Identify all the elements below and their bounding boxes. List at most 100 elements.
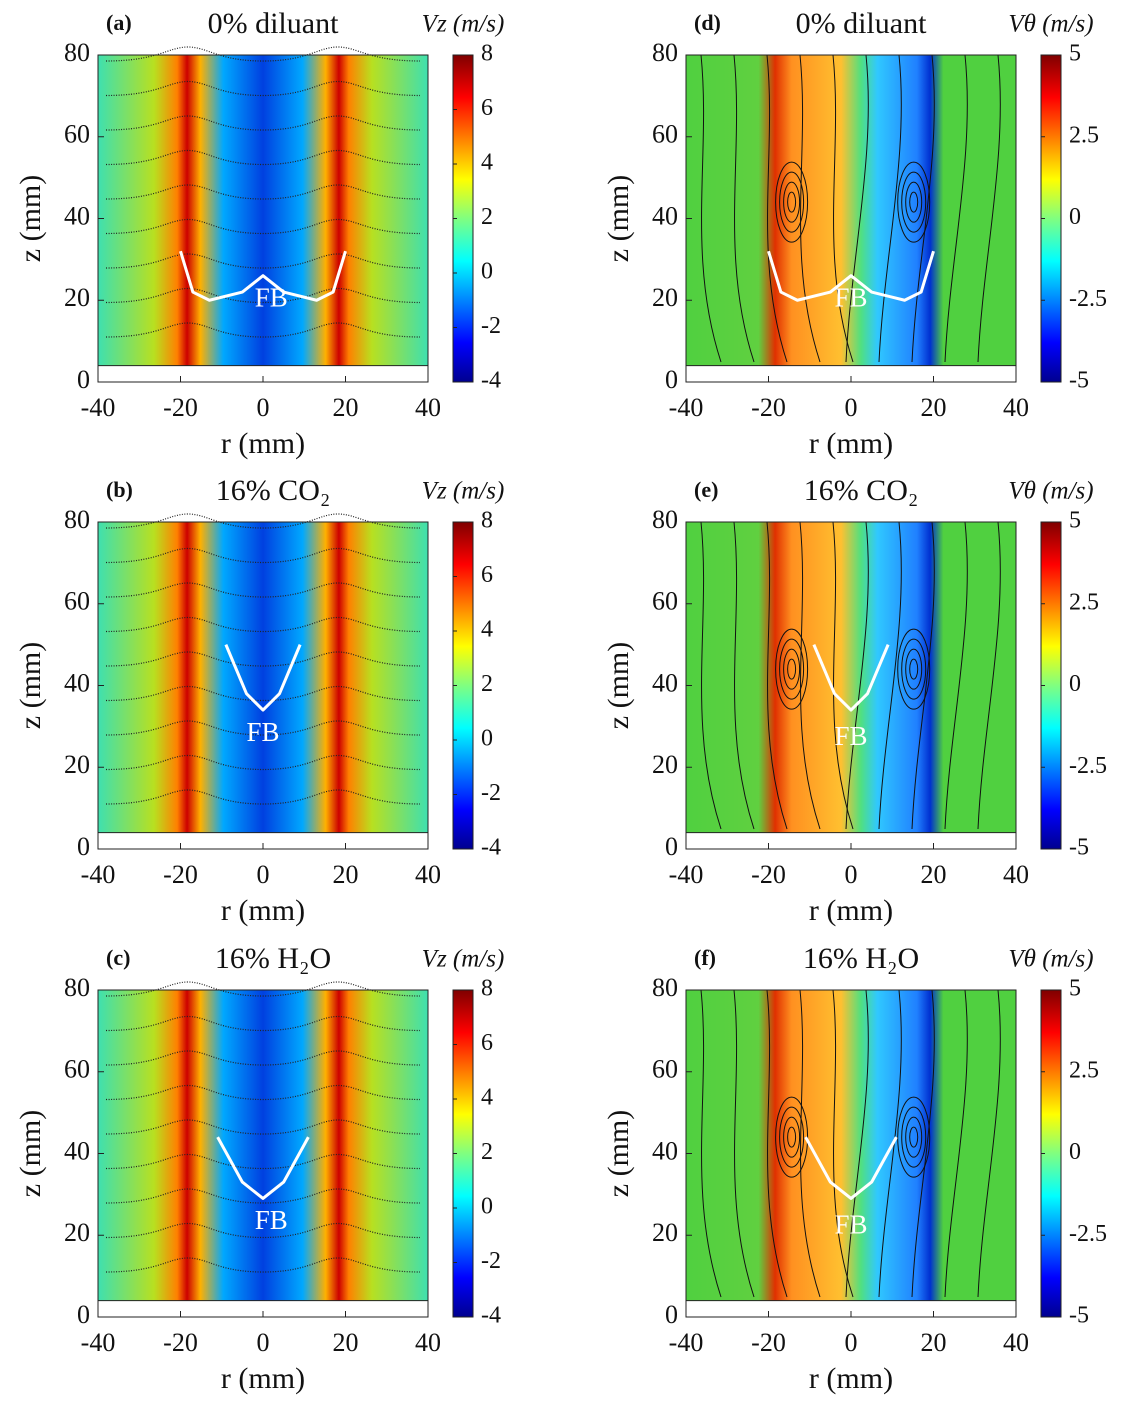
flame-curve (179, 250, 347, 302)
x-tick-label: 40 (415, 1328, 441, 1357)
flame-curve (224, 644, 302, 712)
panel-title: 0% diluant (208, 7, 339, 40)
colorbar-tick-label: -2.5 (1069, 1221, 1107, 1247)
colorbar-tick-label: 2 (481, 1139, 493, 1165)
field (98, 990, 428, 1317)
velocity-profile (105, 1015, 421, 1032)
vortex (905, 181, 923, 223)
field (98, 522, 428, 849)
streamline (766, 54, 788, 363)
colorbar-tick-label: -4 (481, 1303, 501, 1329)
streamline (977, 54, 1001, 363)
colorbar-tick-label: 8 (481, 976, 493, 1002)
colorbar-label: Vθ (m/s) (1008, 11, 1093, 38)
x-tick-label: -40 (669, 1328, 704, 1357)
colorbar-tick-label: 8 (481, 508, 493, 534)
y-tick-label: 80 (652, 973, 678, 1002)
x-tick-label: 0 (845, 393, 858, 422)
x-tick-label: 0 (257, 1328, 270, 1357)
x-tick-label: 20 (921, 1328, 947, 1357)
x-tick-label: 20 (921, 860, 947, 889)
x-tick-label: -40 (669, 860, 704, 889)
streamline (878, 521, 902, 830)
y-tick-label: 40 (64, 201, 90, 230)
streamline (733, 54, 755, 363)
x-tick-label: -40 (669, 393, 704, 422)
y-axis-label: z (mm) (602, 175, 635, 262)
x-tick-label: -40 (81, 860, 116, 889)
streamline (733, 989, 755, 1298)
colorbar-tick-label: 2.5 (1069, 1057, 1099, 1083)
y-axis-label: z (mm) (14, 175, 47, 262)
vortex (897, 628, 931, 710)
colorbar-tick-label: 0 (481, 259, 493, 285)
panel-label: (c) (106, 945, 130, 970)
annotation: FB (834, 721, 867, 751)
x-tick-label: 20 (921, 393, 947, 422)
x-tick-label: 40 (1003, 860, 1029, 889)
vortex (905, 1116, 923, 1158)
velocity-profile (105, 253, 421, 269)
y-tick-label: 0 (665, 1300, 678, 1329)
y-tick-label: 0 (665, 365, 678, 394)
streamline (845, 54, 869, 363)
colorbar-tick-label: 4 (481, 617, 493, 643)
y-tick-label: 60 (652, 1055, 678, 1084)
streamline (977, 521, 1001, 830)
x-tick-label: 20 (333, 1328, 359, 1357)
colorbar-tick-label: -5 (1069, 835, 1089, 861)
field (686, 522, 1016, 849)
vortex (787, 1126, 797, 1148)
x-tick-label: 0 (845, 860, 858, 889)
colorbar-tick-label: 6 (481, 562, 493, 588)
streamline (799, 989, 821, 1298)
y-axis-label: z (mm) (14, 1110, 47, 1197)
panel-title: 16% CO₂ (216, 474, 331, 507)
panel-title: 16% H₂O (803, 942, 919, 975)
velocity-profile (105, 582, 421, 598)
field (686, 990, 1016, 1317)
colorbar-tick-label: 5 (1069, 41, 1081, 67)
flame-curve (216, 1136, 310, 1200)
y-tick-label: 20 (652, 1218, 678, 1247)
vortex (901, 171, 927, 233)
colorbar-tick-label: 6 (481, 95, 493, 121)
colorbar-tick-label: 0 (1069, 1139, 1081, 1165)
velocity-profile (105, 149, 421, 166)
y-tick-label: 40 (652, 1136, 678, 1165)
colorbar-label: Vz (m/s) (422, 11, 505, 38)
y-tick-label: 60 (64, 120, 90, 149)
velocity-profile (105, 322, 421, 338)
panel-title: 16% H₂O (215, 942, 331, 975)
vortex (783, 1116, 801, 1158)
streamline (944, 989, 968, 1298)
vortex (897, 161, 931, 243)
y-tick-label: 60 (652, 120, 678, 149)
vortex (775, 161, 809, 243)
x-tick-label: 40 (415, 860, 441, 889)
colorbar-tick-label: -2 (481, 313, 501, 339)
y-tick-label: 20 (64, 1218, 90, 1247)
colorbar-label: Vθ (m/s) (1008, 478, 1093, 505)
y-tick-label: 40 (64, 1136, 90, 1165)
y-tick-label: 20 (652, 750, 678, 779)
colorbar-tick-label: -5 (1069, 368, 1089, 394)
colorbar-tick-label: 0 (1069, 671, 1081, 697)
annotation: FB (255, 1205, 288, 1235)
velocity-profile (105, 184, 421, 200)
colorbar-tick-label: 5 (1069, 508, 1081, 534)
y-tick-label: 80 (64, 505, 90, 534)
colorbar-tick-label: 0 (1069, 204, 1081, 230)
velocity-profile (105, 80, 421, 97)
vortex (901, 638, 927, 700)
colorbar-tick-label: 2.5 (1069, 589, 1099, 615)
vortex (901, 1106, 927, 1168)
panel-title: 16% CO₂ (804, 474, 919, 507)
x-tick-label: 0 (845, 1328, 858, 1357)
colorbar-tick-label: -2.5 (1069, 286, 1107, 312)
velocity-profile (105, 1084, 421, 1101)
streamline (700, 521, 722, 830)
colorbar-tick-label: -5 (1069, 1303, 1089, 1329)
panel-label: (d) (694, 10, 721, 35)
